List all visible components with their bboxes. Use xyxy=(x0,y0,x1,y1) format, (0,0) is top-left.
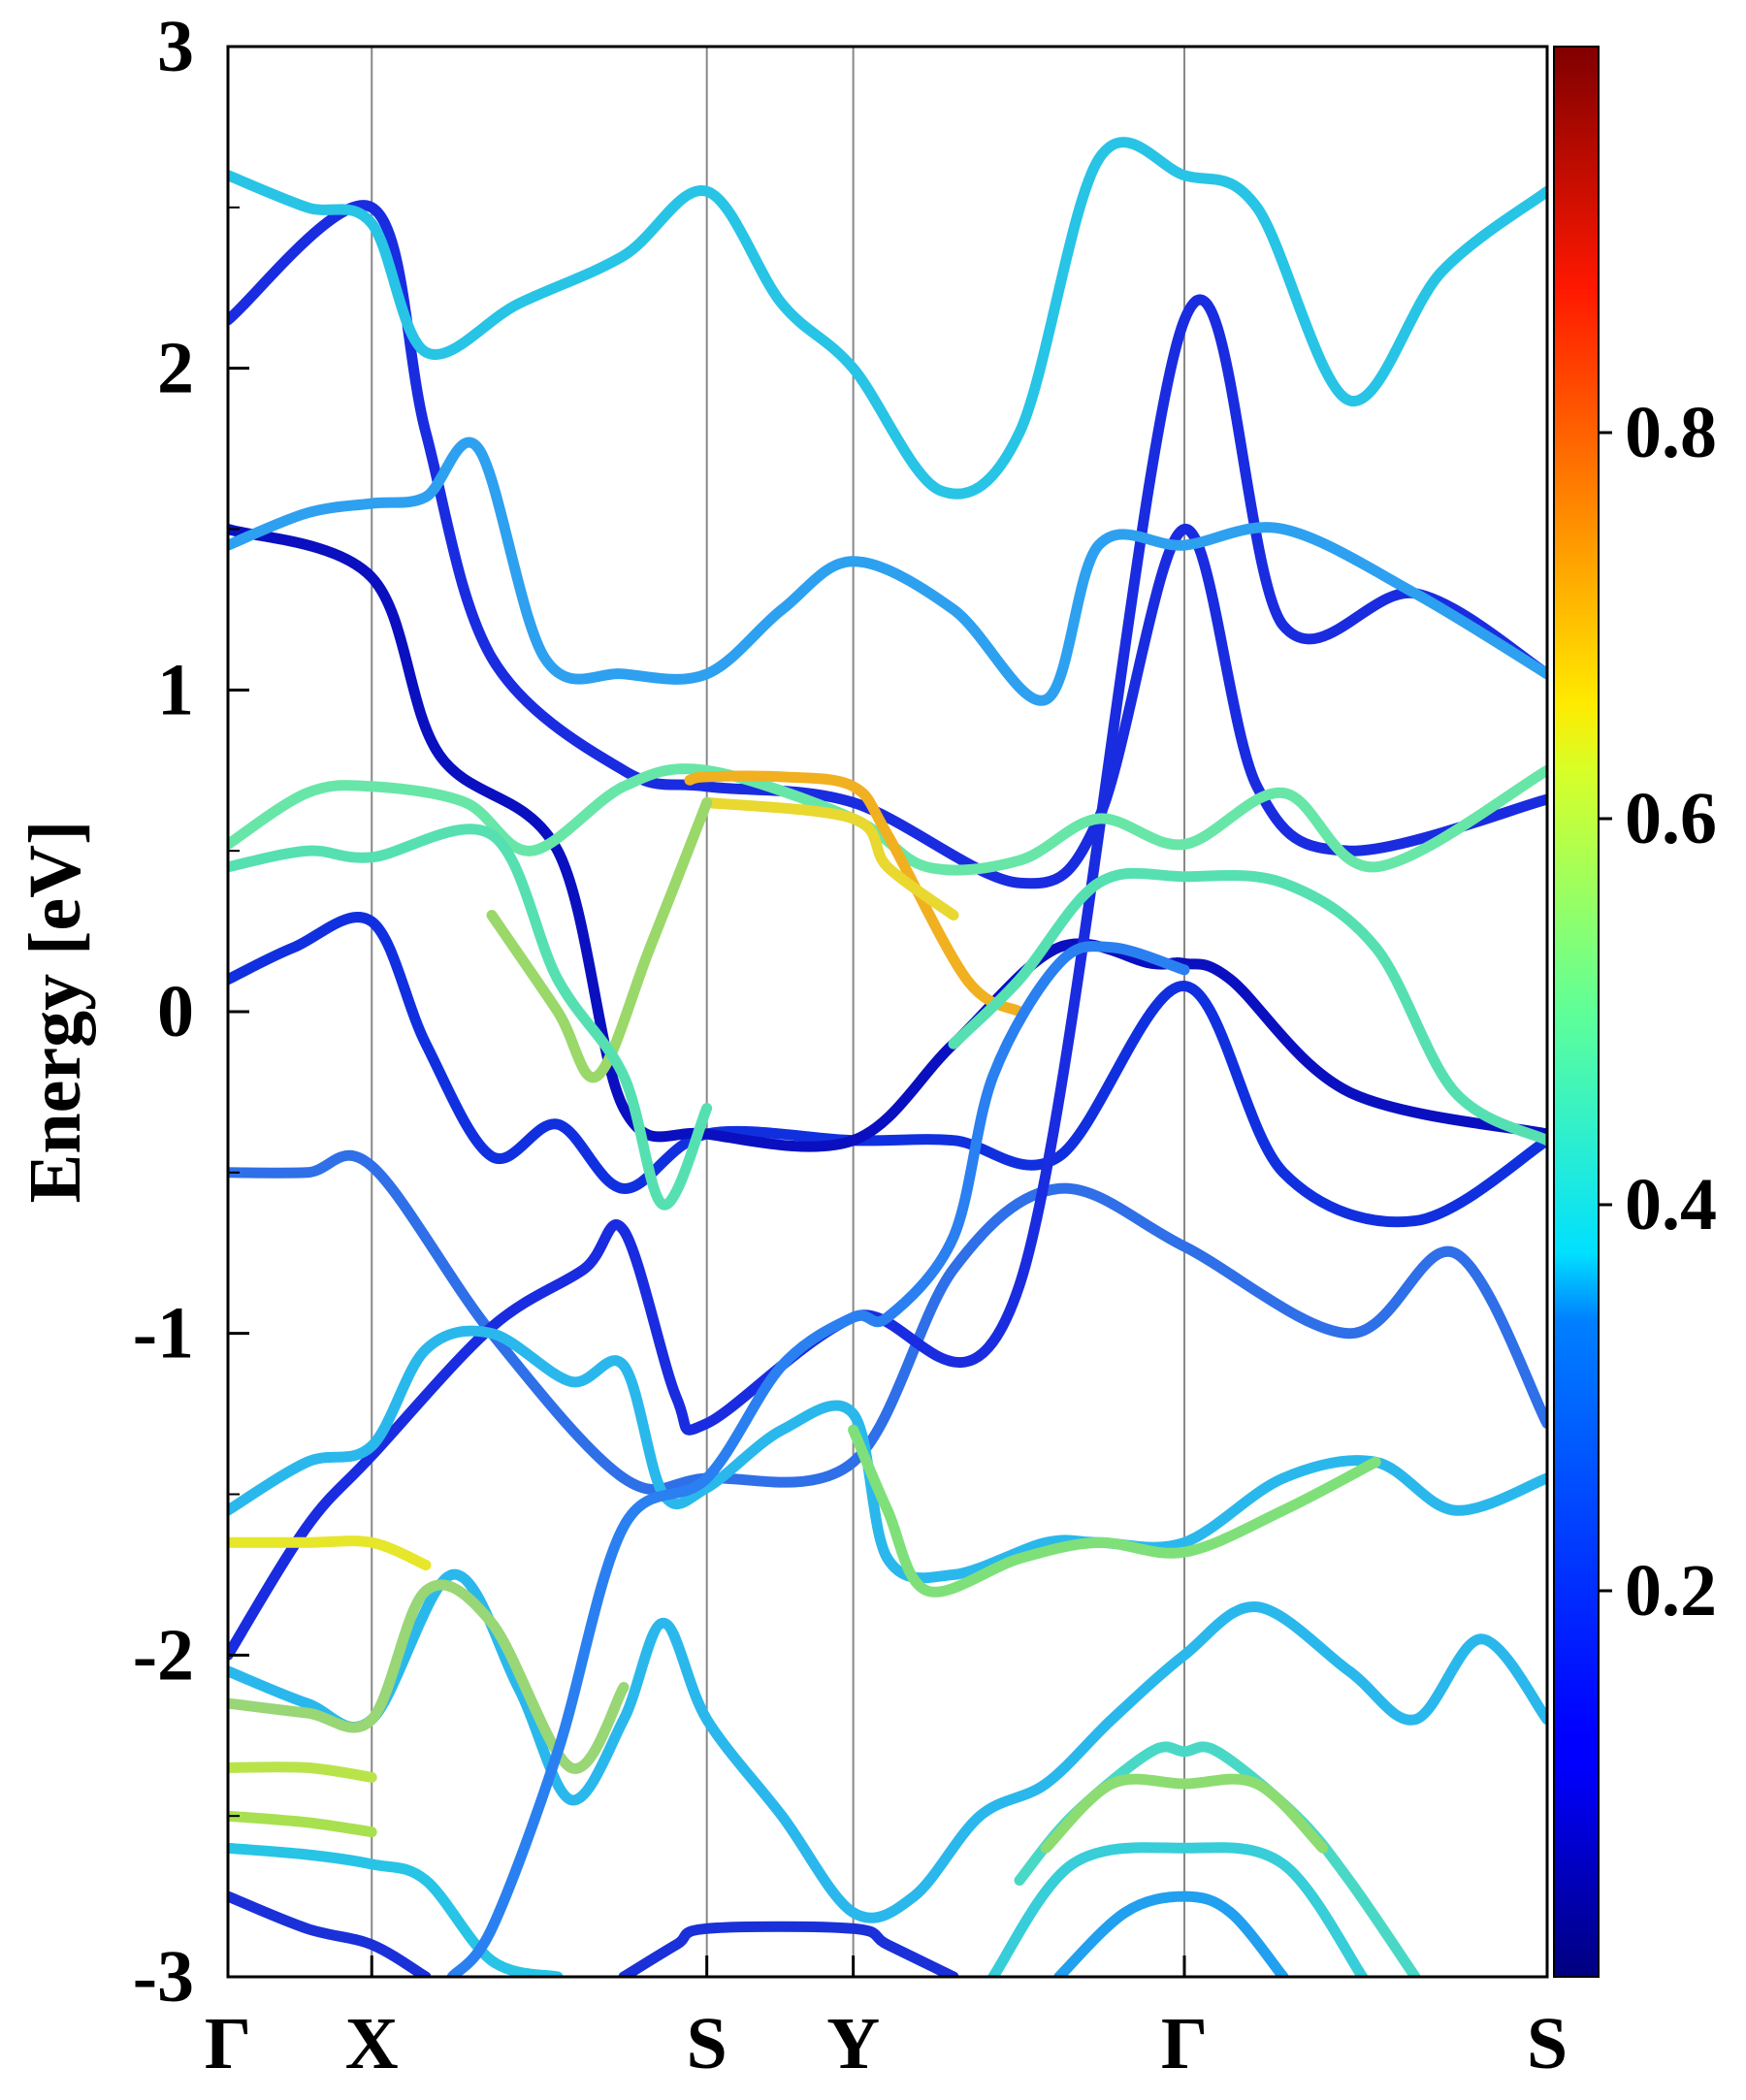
x-tick-label: X xyxy=(345,2003,399,2084)
colorbar-tick-label: 0.2 xyxy=(1625,1550,1717,1632)
x-tick-label: Γ xyxy=(1161,2003,1208,2084)
y-axis-ticks: 3 2 1 0 -1 -2 -3 xyxy=(133,6,249,2018)
band-line xyxy=(446,941,1190,1977)
y-axis-label: Energy [eV] xyxy=(15,821,96,1204)
colorbar-tick-label: 0.6 xyxy=(1625,778,1717,859)
x-tick-label: S xyxy=(1527,2003,1568,2084)
x-tick-label: Γ xyxy=(205,2003,251,2084)
band-line xyxy=(1040,1773,1329,1854)
band-line xyxy=(228,1761,377,1783)
band-line xyxy=(848,1424,1381,1598)
y-tick-label: 1 xyxy=(157,649,194,730)
y-tick-label: -2 xyxy=(133,1614,194,1696)
band-line xyxy=(228,1810,377,1838)
band-line xyxy=(228,1890,432,1977)
y-tick-label: 0 xyxy=(157,971,194,1052)
colorbar-tick-label: 0.8 xyxy=(1625,392,1717,473)
band-line xyxy=(618,1921,959,1977)
colorbar-tick-label: 0.4 xyxy=(1625,1164,1717,1245)
colorbar xyxy=(1553,46,1600,1978)
band-line xyxy=(228,137,1547,500)
band-line xyxy=(228,912,1547,1228)
band-line xyxy=(948,867,1547,1147)
band-line xyxy=(228,1149,1547,1496)
band-line xyxy=(1053,1890,1289,1977)
band-line xyxy=(228,436,1547,706)
band-line xyxy=(228,1535,432,1570)
band-line xyxy=(228,524,1547,1152)
band-line xyxy=(228,1842,564,1977)
band-line xyxy=(228,824,713,1211)
band-line xyxy=(987,1842,1369,1977)
plot-area xyxy=(228,47,1547,1977)
band-line xyxy=(701,796,959,921)
band-line xyxy=(486,796,713,1083)
band-line xyxy=(228,1325,1547,1584)
y-tick-label: -1 xyxy=(133,1293,194,1374)
x-tick-label: S xyxy=(687,2003,728,2084)
bands xyxy=(228,137,1547,1977)
y-tick-label: -3 xyxy=(133,1936,194,2018)
y-tick-label: 3 xyxy=(157,6,194,87)
band-line xyxy=(228,1579,630,1774)
band-line xyxy=(228,1568,1547,1923)
band-line xyxy=(684,770,1025,1018)
x-tick-label: Y xyxy=(826,2003,880,2084)
colorbar-ticks: 0.2 0.4 0.6 0.8 xyxy=(1599,392,1717,1632)
y-tick-label: 2 xyxy=(157,328,194,409)
